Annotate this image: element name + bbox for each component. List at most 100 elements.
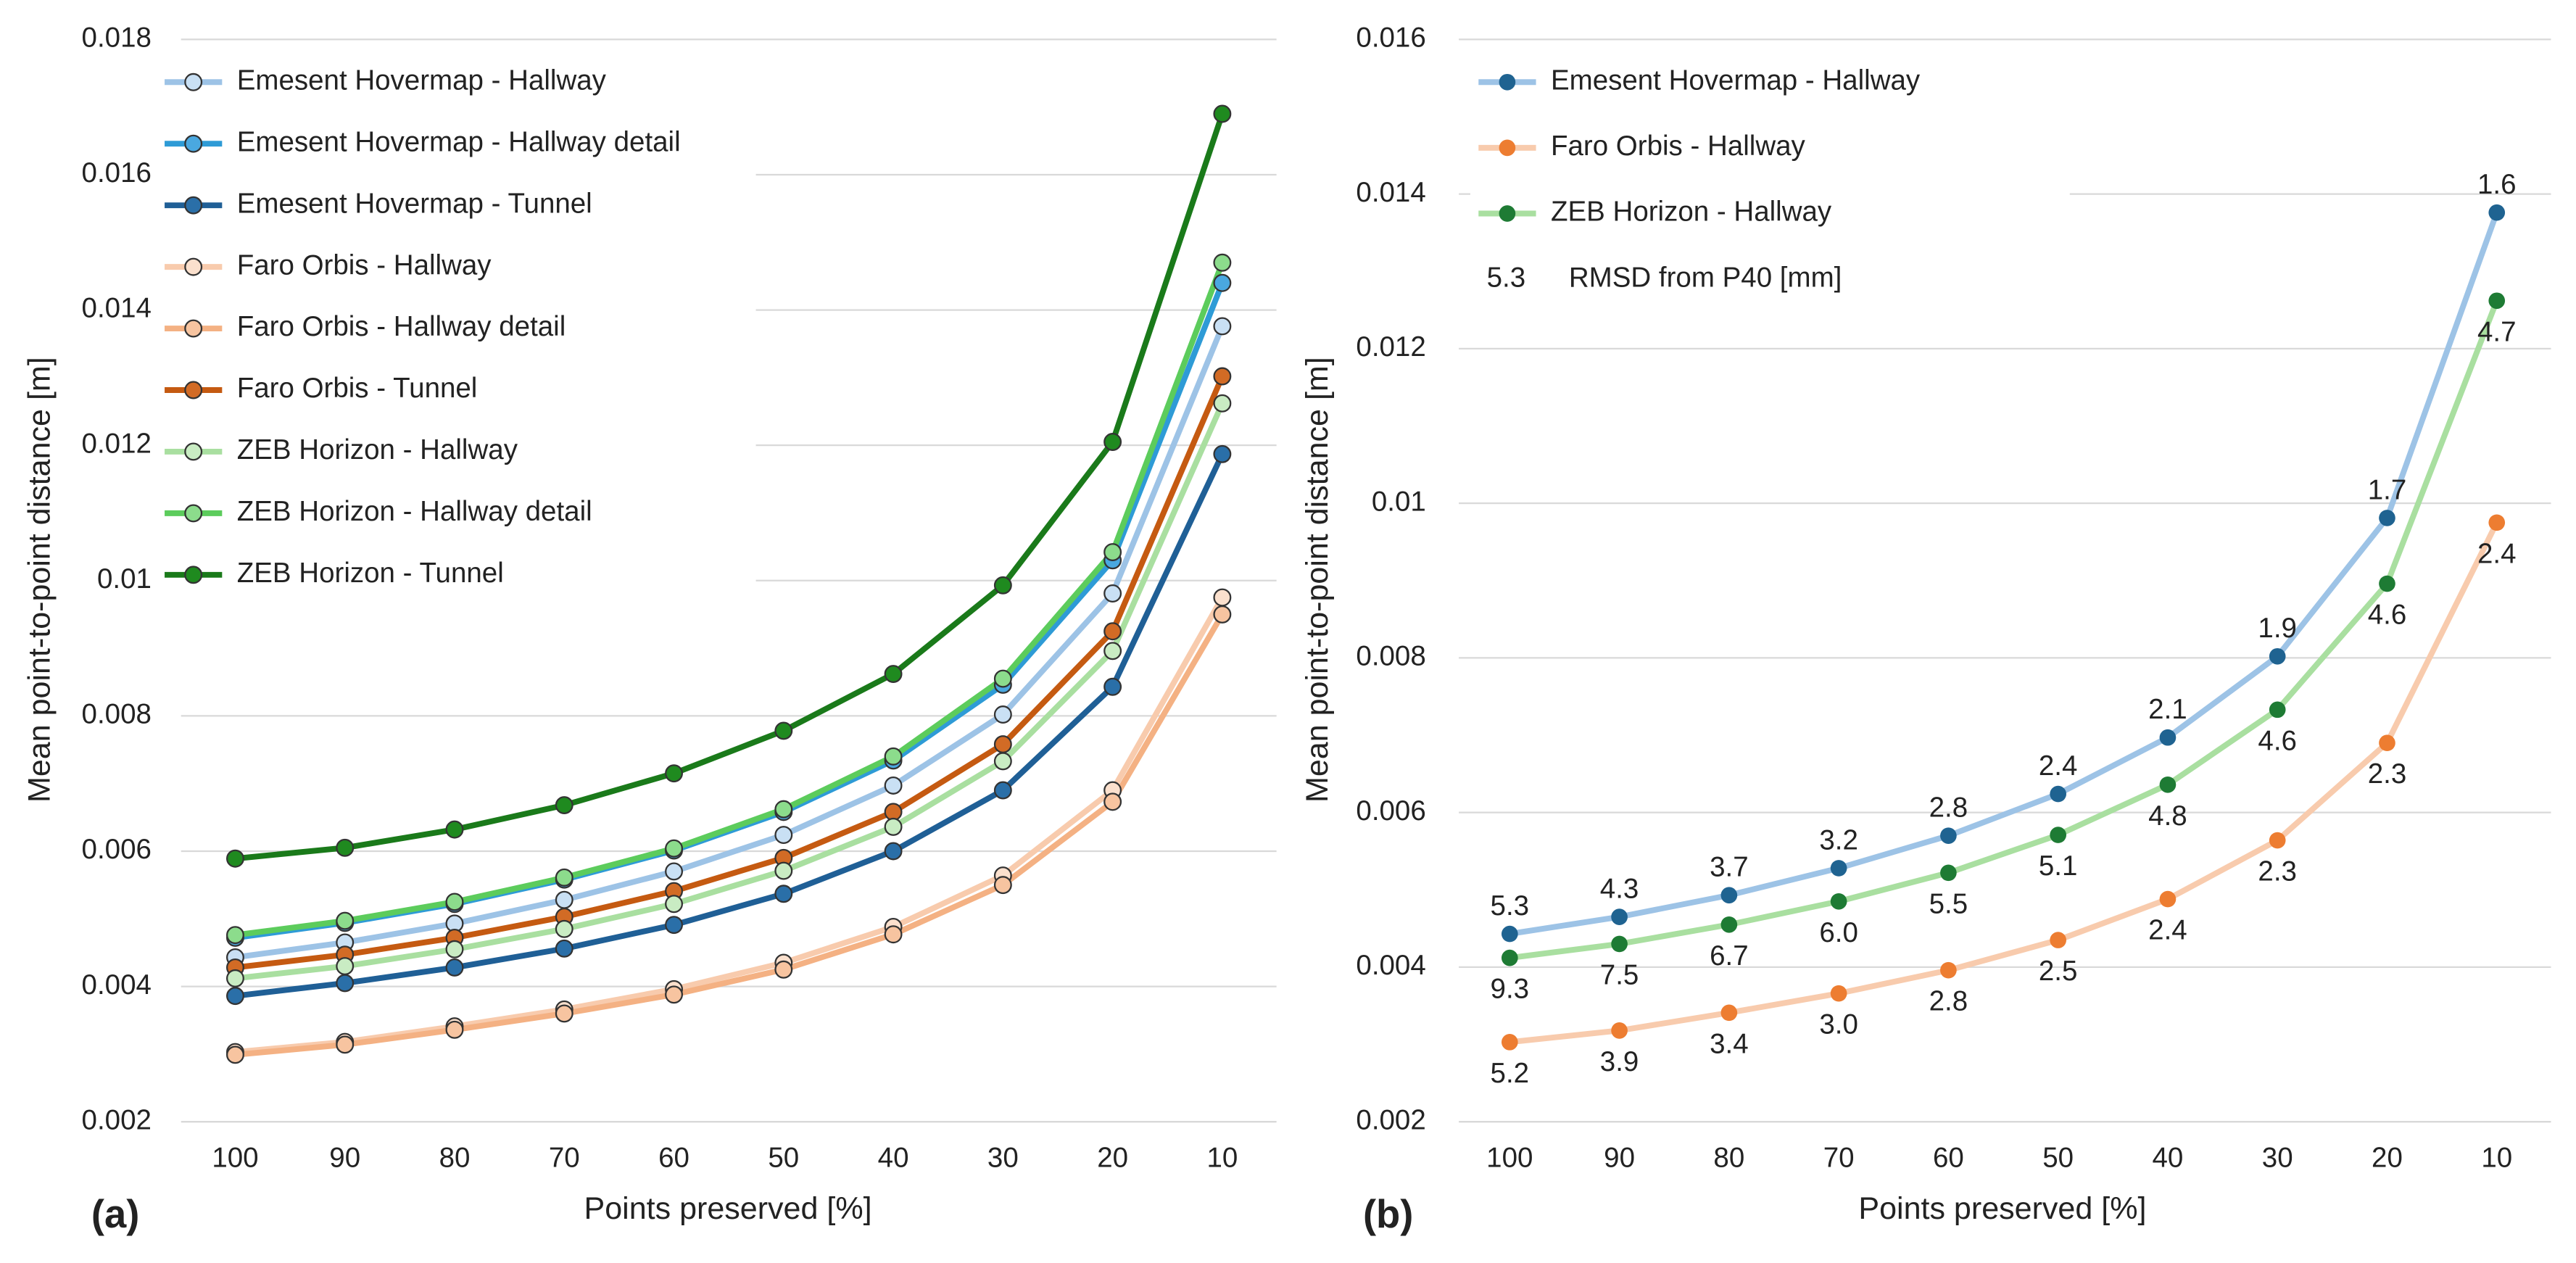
- data-point: [225, 969, 244, 987]
- data-label: 4.6: [2368, 600, 2407, 631]
- series-line: [235, 596, 1225, 1056]
- legend-label: Emesent Hovermap - Hallway: [237, 65, 607, 96]
- data-point: [993, 752, 1012, 771]
- series-line: [1509, 211, 2500, 937]
- panel-label: (a): [91, 1192, 139, 1236]
- data-label: 2.4: [2039, 750, 2078, 782]
- data-point: [555, 890, 573, 909]
- data-point: [2269, 832, 2286, 849]
- y-tick-label: 0.002: [82, 1104, 152, 1135]
- y-axis-title: Mean point-to-point distance [m]: [1300, 357, 1335, 803]
- legend-marker: [184, 504, 203, 523]
- legend-label: ZEB Horizon - Hallway: [237, 434, 518, 465]
- legend-marker: [184, 319, 203, 338]
- data-point: [1720, 887, 1738, 904]
- data-point: [665, 862, 683, 881]
- data-point: [993, 576, 1012, 595]
- data-point: [1940, 864, 1957, 882]
- x-tick-label: 30: [2262, 1142, 2293, 1173]
- data-point: [1611, 908, 1628, 925]
- data-point: [993, 876, 1012, 895]
- data-label: 5.2: [1491, 1058, 1530, 1089]
- data-label: 1.6: [2477, 169, 2517, 200]
- data-point: [1213, 605, 1232, 624]
- data-point: [884, 842, 903, 861]
- data-point: [1103, 584, 1122, 602]
- legend-marker: [184, 566, 203, 584]
- data-point: [774, 861, 793, 880]
- data-point: [665, 985, 683, 1004]
- data-point: [1213, 104, 1232, 123]
- data-point: [993, 735, 1012, 754]
- x-tick-label: 100: [212, 1142, 258, 1173]
- data-point: [1830, 860, 1847, 877]
- legend-note-text: RMSD from P40 [mm]: [1569, 262, 1842, 293]
- x-tick-label: 40: [2153, 1142, 2184, 1173]
- x-tick-label: 20: [1097, 1142, 1128, 1173]
- x-tick-label: 80: [1713, 1142, 1744, 1173]
- data-point: [884, 803, 903, 821]
- data-point: [884, 747, 903, 766]
- legend-marker: [1499, 73, 1516, 91]
- data-point: [774, 800, 793, 819]
- x-tick-label: 60: [1933, 1142, 1964, 1173]
- data-point: [225, 849, 244, 868]
- data-point: [884, 817, 903, 836]
- data-label: 9.3: [1491, 974, 1530, 1005]
- data-point: [2050, 932, 2066, 948]
- data-point: [2050, 827, 2066, 843]
- legend-background: [156, 52, 756, 616]
- data-point: [1213, 273, 1232, 292]
- legend-marker: [184, 257, 203, 276]
- series-line: [234, 325, 1225, 961]
- data-label: 6.0: [1819, 917, 1858, 948]
- data-label: 7.5: [1600, 959, 1639, 990]
- data-label: 2.3: [2258, 856, 2297, 887]
- series-line: [1509, 521, 2500, 1045]
- data-point: [1940, 827, 1957, 844]
- data-point: [225, 987, 244, 1006]
- x-tick-label: 90: [329, 1142, 360, 1173]
- data-label: 2.4: [2477, 538, 2517, 569]
- legend-marker: [184, 134, 203, 153]
- data-point: [884, 665, 903, 683]
- data-point: [2488, 204, 2506, 221]
- data-label: 2.5: [2039, 956, 2078, 987]
- data-point: [1103, 677, 1122, 696]
- data-point: [1213, 253, 1232, 272]
- data-point: [1213, 394, 1232, 413]
- data-point: [555, 868, 573, 887]
- legend-label: Emesent Hovermap - Hallway detail: [237, 126, 681, 157]
- data-point: [1103, 792, 1122, 811]
- data-label: 2.3: [2368, 758, 2407, 790]
- series-line: [235, 613, 1225, 1058]
- x-tick-label: 40: [878, 1142, 909, 1173]
- data-point: [774, 885, 793, 903]
- legend-label: Faro Orbis - Tunnel: [237, 373, 478, 404]
- data-label: 4.8: [2148, 800, 2187, 832]
- legend-marker: [1499, 139, 1516, 157]
- data-point: [336, 911, 355, 930]
- data-point: [993, 669, 1012, 688]
- data-point: [993, 705, 1012, 724]
- series-line: [234, 375, 1225, 971]
- x-tick-label: 70: [1823, 1142, 1855, 1173]
- legend-label: Faro Orbis - Hallway detail: [237, 311, 566, 342]
- data-point: [1103, 543, 1122, 562]
- data-point: [2379, 510, 2395, 526]
- data-label: 3.2: [1819, 824, 1858, 856]
- data-point: [1830, 985, 1847, 1002]
- data-point: [2159, 729, 2177, 746]
- data-label: 2.4: [2148, 915, 2187, 946]
- series-line: [235, 112, 1225, 862]
- series-line: [234, 261, 1225, 938]
- legend-note-sample: 5.3: [1487, 262, 1526, 293]
- y-tick-label: 0.014: [1356, 177, 1425, 208]
- x-tick-label: 100: [1486, 1142, 1533, 1173]
- data-point: [2488, 292, 2506, 310]
- data-point: [336, 957, 355, 976]
- x-tick-label: 50: [768, 1142, 799, 1173]
- data-point: [774, 826, 793, 845]
- data-label: 5.1: [2039, 850, 2078, 882]
